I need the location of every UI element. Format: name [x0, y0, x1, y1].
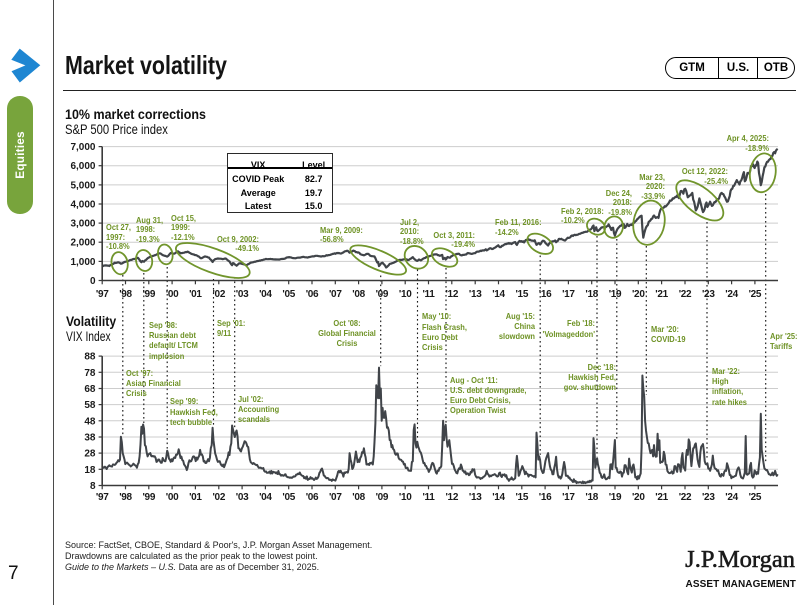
svg-text:'02: '02: [212, 492, 225, 503]
svg-text:'04: '04: [259, 492, 272, 503]
svg-text:'05: '05: [282, 289, 295, 300]
svg-text:'99: '99: [142, 289, 155, 300]
svg-text:'23: '23: [702, 289, 715, 300]
svg-text:'01: '01: [189, 492, 202, 503]
svg-text:'08: '08: [352, 492, 365, 503]
svg-text:38: 38: [84, 433, 96, 444]
svg-text:58: 58: [84, 400, 96, 411]
svg-text:'25: '25: [749, 492, 762, 503]
svg-text:78: 78: [84, 368, 96, 379]
svg-text:'07: '07: [329, 492, 342, 503]
svg-text:0: 0: [90, 276, 96, 287]
svg-text:'98: '98: [119, 289, 132, 300]
svg-text:'15: '15: [515, 492, 528, 503]
svg-text:'19: '19: [609, 289, 622, 300]
svg-text:'18: '18: [585, 289, 598, 300]
svg-text:'10: '10: [399, 492, 412, 503]
svg-text:'14: '14: [492, 492, 505, 503]
svg-text:'17: '17: [562, 492, 575, 503]
svg-text:18: 18: [84, 465, 96, 476]
svg-text:'02: '02: [212, 289, 225, 300]
svg-text:'00: '00: [166, 492, 179, 503]
svg-text:'11: '11: [422, 492, 435, 503]
svg-text:'24: '24: [725, 289, 738, 300]
svg-text:'99: '99: [142, 492, 155, 503]
svg-text:2,000: 2,000: [70, 238, 95, 249]
svg-text:'05: '05: [282, 492, 295, 503]
svg-text:'14: '14: [492, 289, 505, 300]
svg-text:'98: '98: [119, 492, 132, 503]
svg-text:'22: '22: [679, 492, 692, 503]
svg-text:'06: '06: [306, 289, 319, 300]
svg-text:'21: '21: [655, 289, 668, 300]
svg-text:68: 68: [84, 384, 96, 395]
svg-text:'10: '10: [399, 289, 412, 300]
svg-text:88: 88: [84, 352, 96, 363]
svg-text:'12: '12: [445, 289, 458, 300]
svg-text:'24: '24: [725, 492, 738, 503]
svg-text:'13: '13: [469, 289, 482, 300]
svg-text:'15: '15: [515, 289, 528, 300]
svg-text:'97: '97: [96, 492, 109, 503]
svg-text:'23: '23: [702, 492, 715, 503]
svg-text:'22: '22: [679, 289, 692, 300]
svg-text:'03: '03: [236, 289, 249, 300]
svg-text:'19: '19: [609, 492, 622, 503]
svg-text:6,000: 6,000: [70, 161, 95, 172]
svg-text:'04: '04: [259, 289, 272, 300]
svg-text:4,000: 4,000: [70, 200, 95, 211]
svg-text:'20: '20: [632, 289, 645, 300]
svg-text:'06: '06: [306, 492, 319, 503]
svg-text:'09: '09: [376, 492, 389, 503]
svg-text:'25: '25: [749, 289, 762, 300]
svg-text:7,000: 7,000: [70, 142, 95, 153]
svg-text:'21: '21: [655, 492, 668, 503]
svg-text:'00: '00: [166, 289, 179, 300]
svg-text:48: 48: [84, 416, 96, 427]
svg-text:5,000: 5,000: [70, 180, 95, 191]
svg-text:'17: '17: [562, 289, 575, 300]
svg-text:'16: '16: [539, 289, 552, 300]
svg-text:'03: '03: [236, 492, 249, 503]
svg-text:'08: '08: [352, 289, 365, 300]
svg-text:8: 8: [90, 481, 96, 492]
svg-text:'07: '07: [329, 289, 342, 300]
svg-text:'18: '18: [585, 492, 598, 503]
svg-text:'12: '12: [445, 492, 458, 503]
svg-text:'97: '97: [96, 289, 109, 300]
svg-text:'09: '09: [376, 289, 389, 300]
svg-text:'11: '11: [422, 289, 435, 300]
svg-text:3,000: 3,000: [70, 219, 95, 230]
svg-text:1,000: 1,000: [70, 257, 95, 268]
svg-text:'20: '20: [632, 492, 645, 503]
svg-text:28: 28: [84, 449, 96, 460]
svg-text:'16: '16: [539, 492, 552, 503]
svg-text:'13: '13: [469, 492, 482, 503]
svg-text:'01: '01: [189, 289, 202, 300]
